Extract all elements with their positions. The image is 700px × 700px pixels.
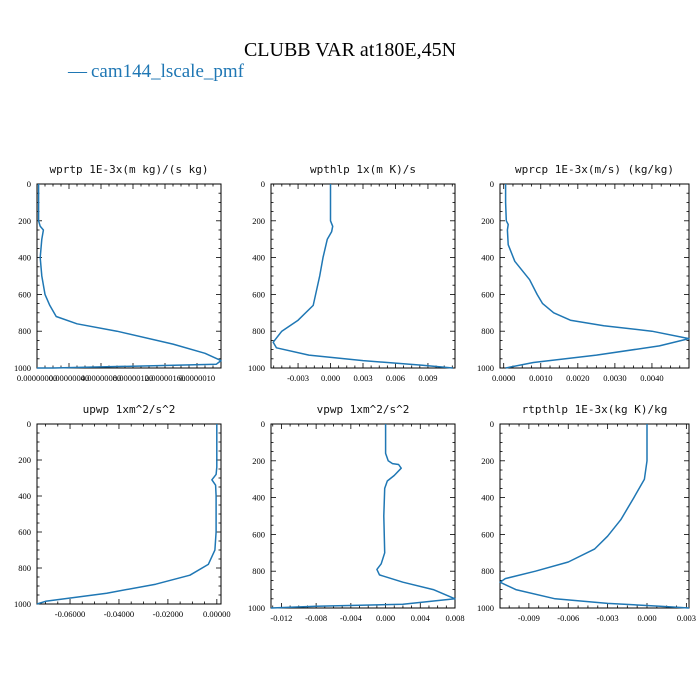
y-tick-label: 800 <box>252 326 265 336</box>
plot-frame <box>270 423 456 609</box>
x-tick-label: 0.0020 <box>566 373 589 383</box>
y-tick-label: 800 <box>252 566 265 576</box>
y-tick-label: 600 <box>18 289 31 299</box>
x-tick-label: -0.06000 <box>55 609 85 619</box>
y-tick-label: 0 <box>27 179 31 189</box>
x-tick-label: 0.003 <box>353 373 372 383</box>
legend-line-symbol: — <box>67 61 88 82</box>
x-tick-label: 0.000 <box>376 613 395 623</box>
legend-entry-label: — cam144_lscale_pmf <box>67 61 245 82</box>
y-tick-label: 400 <box>252 493 265 503</box>
y-tick-label: 800 <box>18 326 31 336</box>
x-tick-label: -0.02000 <box>153 609 183 619</box>
y-tick-label: 800 <box>18 563 31 573</box>
subplot-6: rtpthlp 1E-3x(kg K)/kg 0 200 400 600 800 1000 -… <box>477 403 696 623</box>
x-tick-label: -0.006 <box>557 613 579 623</box>
x-tick-label: 0.000 <box>637 613 656 623</box>
subplot-2: wpthlp 1x(m K)/s 0 200 400 600 800 1000 -0.003 0… <box>248 163 456 383</box>
x-tick-label: 0.0000010 <box>179 373 215 383</box>
y-tick-label: 400 <box>18 491 31 501</box>
x-tick-label: -0.009 <box>518 613 540 623</box>
y-tick-label: 1000 <box>248 603 265 613</box>
subplot-1: wprtp 1E-3x(m kg)/(s kg) 0 200 400 600 800 100… <box>14 163 222 383</box>
x-tick-label: -0.008 <box>305 613 327 623</box>
x-tick-label: 0.00000080 <box>81 373 121 383</box>
legend-series-name: cam144_lscale_pmf <box>91 61 245 82</box>
subplot-title: wprcp 1E-3x(m/s) (kg/kg) <box>515 163 674 176</box>
subplot-4: upwp 1xm^2/s^2 0 200 400 600 800 1000 -0.06000 -… <box>14 403 231 619</box>
y-tick-label: 0 <box>261 419 265 429</box>
x-tick-label: 0.00000040 <box>49 373 89 383</box>
x-tick-label: -0.012 <box>270 613 292 623</box>
legend: — cam144_lscale_pmf <box>67 61 245 82</box>
subplot-3: wprcp 1E-3x(m/s) (kg/kg) 0 200 400 600 800 100… <box>477 163 690 383</box>
y-tick-label: 1000 <box>248 363 265 373</box>
y-tick-label: 600 <box>18 527 31 537</box>
y-tick-label: 1000 <box>477 603 494 613</box>
plot-frame <box>270 183 456 369</box>
series-line <box>36 424 218 605</box>
plot-frame <box>36 423 222 605</box>
series-line <box>37 184 222 369</box>
subplot-title: rtpthlp 1E-3x(kg K)/kg <box>522 403 668 416</box>
x-tick-label: 0.008 <box>445 613 464 623</box>
y-tick-label: 600 <box>252 529 265 539</box>
series-line <box>272 184 453 369</box>
x-tick-label: -0.003 <box>287 373 309 383</box>
subplot-title: vpwp 1xm^2/s^2 <box>317 403 410 416</box>
series-line <box>270 424 456 609</box>
y-tick-label: 1000 <box>477 363 494 373</box>
y-tick-label: 800 <box>481 566 494 576</box>
subplot-5: vpwp 1xm^2/s^2 0 200 400 600 800 1000 -0.012 -0.… <box>248 403 465 623</box>
x-tick-label: 0.009 <box>418 373 437 383</box>
y-tick-label: 200 <box>18 216 31 226</box>
x-tick-label: -0.04000 <box>104 609 134 619</box>
y-tick-label: 0 <box>27 419 31 429</box>
y-tick-label: 400 <box>481 253 494 263</box>
x-tick-label: 0.006 <box>386 373 405 383</box>
subplot-title: upwp 1xm^2/s^2 <box>83 403 176 416</box>
y-tick-label: 200 <box>18 455 31 465</box>
x-tick-label: 0.003 <box>677 613 696 623</box>
x-tick-label: 0.00000000 <box>17 373 57 383</box>
plot-frame <box>36 183 222 369</box>
y-tick-label: 200 <box>481 456 494 466</box>
series-line <box>504 184 690 369</box>
x-tick-label: 0.0040 <box>640 373 663 383</box>
y-tick-label: 1000 <box>14 599 31 609</box>
y-tick-label: 400 <box>18 253 31 263</box>
x-tick-label: -0.004 <box>340 613 363 623</box>
x-tick-label: 0.004 <box>411 613 431 623</box>
plot-frame <box>499 183 690 369</box>
y-tick-label: 200 <box>481 216 494 226</box>
subplot-title: wprtp 1E-3x(m kg)/(s kg) <box>50 163 209 176</box>
y-tick-label: 600 <box>252 289 265 299</box>
x-tick-label: 0.00000120 <box>113 373 153 383</box>
y-tick-label: 600 <box>481 289 494 299</box>
figure-title: CLUBB VAR at180E,45N <box>244 39 456 61</box>
x-tick-label: 0.0000 <box>492 373 515 383</box>
y-tick-label: 0 <box>490 179 494 189</box>
y-tick-label: 600 <box>481 529 494 539</box>
y-tick-label: 200 <box>252 216 265 226</box>
y-tick-label: 400 <box>252 253 265 263</box>
subplot-grid: wprtp 1E-3x(m kg)/(s kg) 0 200 400 600 800 100… <box>14 163 696 623</box>
x-tick-label: 0.00000 <box>203 609 231 619</box>
x-tick-label: 0.0030 <box>603 373 626 383</box>
y-tick-label: 0 <box>261 179 265 189</box>
y-tick-label: 1000 <box>14 363 31 373</box>
y-tick-label: 200 <box>252 456 265 466</box>
x-tick-label: 0.0010 <box>529 373 552 383</box>
y-tick-label: 400 <box>481 493 494 503</box>
y-tick-label: 800 <box>481 326 494 336</box>
plot-frame <box>499 423 690 609</box>
x-tick-label: 0.00000160 <box>145 373 185 383</box>
y-tick-label: 0 <box>490 419 494 429</box>
subplot-title: wpthlp 1x(m K)/s <box>310 163 416 176</box>
x-tick-label: 0.000 <box>321 373 340 383</box>
series-line <box>499 424 690 609</box>
x-tick-label: -0.003 <box>597 613 619 623</box>
